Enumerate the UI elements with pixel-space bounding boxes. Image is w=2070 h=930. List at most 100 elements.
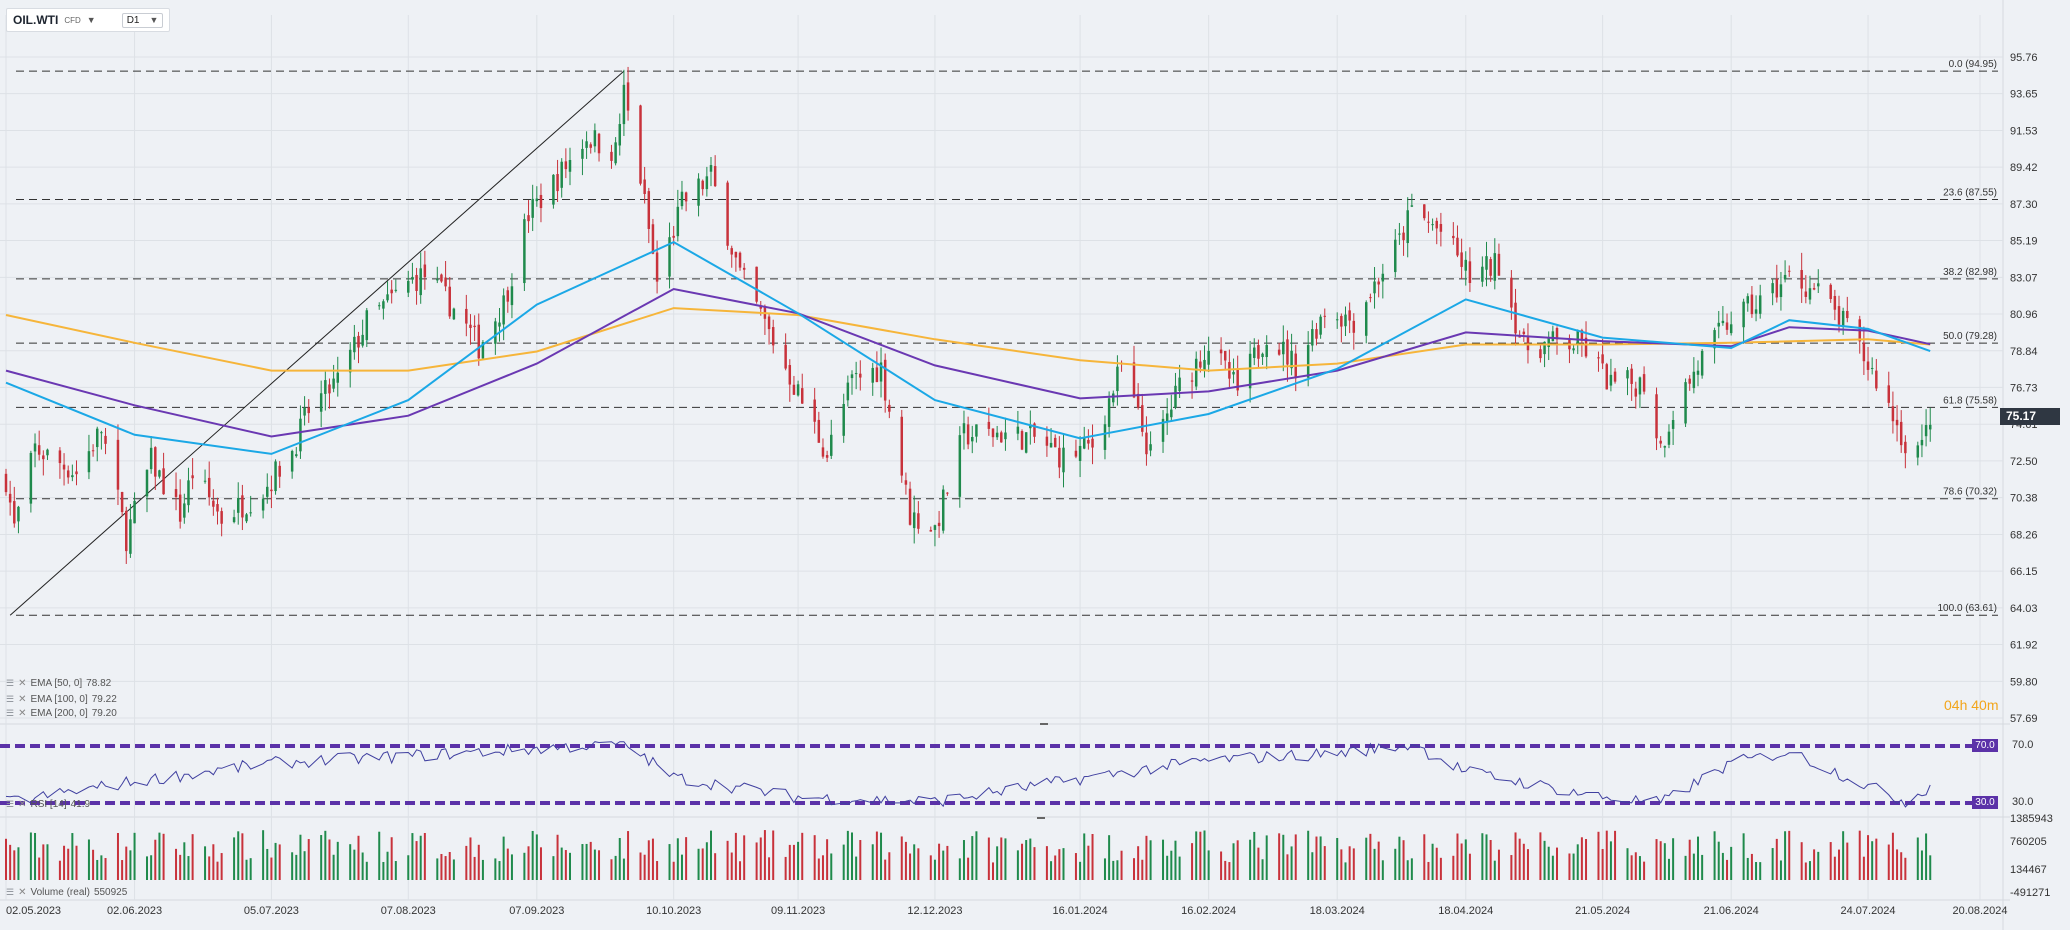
volume-bar — [175, 848, 178, 880]
candle-body — [266, 486, 269, 497]
symbol-type: CFD — [64, 15, 81, 25]
volume-bar — [303, 851, 306, 880]
volume-bar — [116, 832, 119, 880]
symbol-dropdown-icon[interactable]: ▼ — [86, 15, 96, 25]
candle-body — [1161, 418, 1165, 442]
volume-bar — [755, 842, 758, 880]
candle-body — [1427, 221, 1430, 223]
candle-body — [1219, 349, 1223, 354]
volume-bar — [1149, 840, 1152, 880]
x-tick-label: 10.10.2023 — [646, 905, 701, 917]
volume-bar — [933, 859, 936, 880]
candle-body — [912, 512, 916, 529]
settings-icon[interactable]: ☰ — [6, 799, 15, 809]
candle-body — [328, 384, 331, 394]
candle-body — [1601, 354, 1604, 364]
volume-bar — [506, 848, 509, 880]
candle-body — [535, 198, 539, 202]
candle-body — [742, 267, 746, 270]
x-tick-label: 09.11.2023 — [771, 905, 825, 917]
volume-bar — [539, 847, 542, 880]
volume-bar — [1431, 843, 1434, 880]
close-icon[interactable]: ✕ — [18, 694, 27, 705]
volume-bar — [1838, 849, 1840, 880]
volume-bar — [1871, 841, 1874, 880]
timeframe-select[interactable]: D1 ▼ — [121, 12, 164, 28]
candle-body — [1103, 424, 1107, 450]
volume-bar — [1692, 853, 1695, 880]
volume-bar — [38, 857, 41, 880]
candle-body — [1758, 295, 1762, 314]
candle-body — [220, 511, 223, 524]
volume-bar — [1846, 842, 1849, 880]
close-icon[interactable]: ✕ — [18, 799, 27, 810]
volume-bar — [1402, 840, 1405, 880]
volume-bar — [1290, 846, 1293, 880]
volume-bar — [821, 855, 824, 880]
candle-body — [672, 235, 675, 238]
volume-bar — [1103, 858, 1106, 880]
volume-bar — [705, 842, 708, 880]
volume-y-tick-label: -491271 — [2010, 887, 2050, 899]
volume-bar — [942, 850, 945, 880]
candle-body — [971, 437, 974, 442]
volume-bar — [1891, 832, 1894, 880]
candle-body — [1555, 328, 1559, 340]
candle-body — [929, 529, 933, 532]
volume-bar — [1572, 853, 1575, 880]
candle-body — [1377, 281, 1380, 285]
candle-body — [825, 455, 829, 458]
volume-bar — [241, 833, 244, 880]
candle-body — [1812, 288, 1816, 290]
volume-bar — [361, 852, 364, 880]
close-icon[interactable]: ✕ — [18, 887, 27, 898]
volume-bar — [1875, 838, 1878, 880]
candle-body — [639, 105, 642, 184]
x-tick-label: 24.07.2024 — [1840, 905, 1895, 917]
volume-bar — [1771, 848, 1774, 880]
volume-bar — [614, 855, 617, 880]
settings-icon[interactable]: ☰ — [6, 678, 15, 688]
candle-body — [1837, 306, 1841, 325]
volume-bar — [900, 836, 903, 880]
volume-bar — [1344, 862, 1347, 880]
symbol-header[interactable]: OIL.WTI CFD ▼ D1 ▼ — [6, 8, 171, 32]
volume-bar — [295, 854, 298, 880]
volume-bar — [1116, 860, 1119, 880]
candle-body — [1136, 393, 1140, 408]
candle-body — [62, 464, 66, 470]
legend-ema50: ☰ ✕ EMA [50, 0] 78.82 — [6, 678, 111, 689]
volume-bar — [552, 856, 555, 880]
candle-body — [303, 407, 306, 416]
candle-body — [734, 251, 738, 258]
x-tick-label: 21.05.2024 — [1575, 905, 1630, 917]
settings-icon[interactable]: ☰ — [6, 694, 15, 704]
close-icon[interactable]: ✕ — [18, 678, 27, 689]
candle-body — [1920, 439, 1924, 446]
candle-body — [1087, 439, 1090, 444]
volume-y-tick-label: 760205 — [2010, 836, 2047, 848]
close-icon[interactable]: ✕ — [18, 708, 27, 719]
settings-icon[interactable]: ☰ — [6, 708, 15, 718]
volume-bar — [1609, 841, 1612, 880]
candle-body — [91, 450, 95, 452]
candle-body — [987, 421, 991, 429]
volume-bar — [1817, 851, 1820, 880]
candle-body — [510, 286, 514, 306]
volume-bar — [332, 854, 335, 880]
volume-bar — [1522, 843, 1525, 880]
volume-bar — [1025, 840, 1028, 880]
candle-body — [1194, 358, 1198, 387]
volume-bar — [1697, 836, 1699, 880]
settings-icon[interactable]: ☰ — [6, 887, 15, 897]
volume-bar — [1638, 856, 1641, 880]
volume-bar — [1319, 836, 1322, 880]
volume-bar — [237, 831, 240, 880]
candle-body — [701, 180, 704, 190]
candle-body — [502, 295, 505, 325]
rsi-upper-axis-label: 70.0 — [2012, 739, 2034, 751]
candle-body — [120, 491, 124, 513]
volume-bar — [162, 833, 165, 880]
volume-bar — [1348, 846, 1351, 880]
